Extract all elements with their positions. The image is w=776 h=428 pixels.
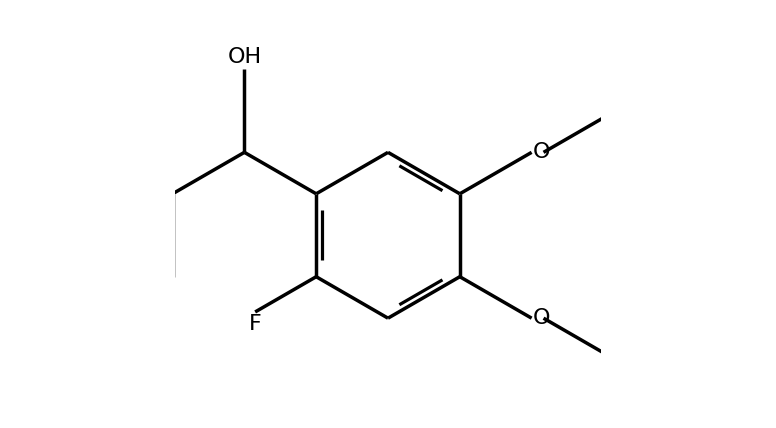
Text: OH: OH [227,48,262,67]
Text: F: F [249,314,262,334]
Text: O: O [532,308,550,328]
Text: O: O [532,143,550,162]
